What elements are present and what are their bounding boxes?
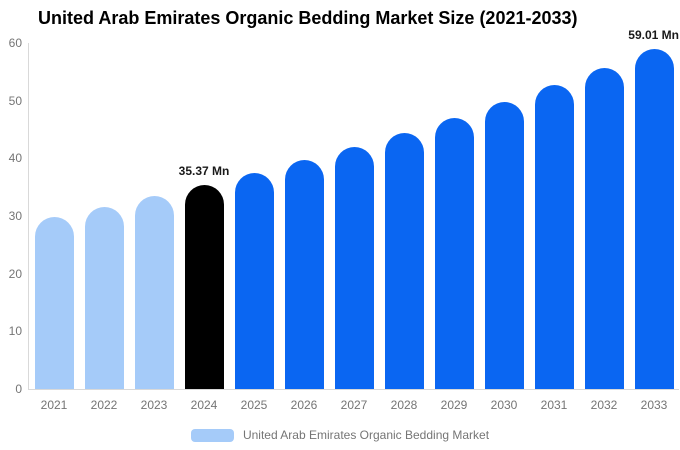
y-tick-label: 40 bbox=[8, 151, 22, 166]
chart-title: United Arab Emirates Organic Bedding Mar… bbox=[38, 8, 578, 28]
bar-column-2026: 2026 bbox=[279, 43, 329, 412]
bars-container: 2021 2022 2023 35.37 Mn 2024 2025 2026 2027 2028… bbox=[29, 28, 679, 412]
bar-2026 bbox=[284, 160, 324, 389]
plot-area: 0 10 20 30 40 50 60 2021 2022 2023 35.37 Mn 2024 20… bbox=[9, 28, 679, 412]
x-tick-label-2024: 2024 bbox=[190, 398, 218, 412]
bar-column-2032: 2032 bbox=[579, 43, 629, 412]
y-tick-label: 0 bbox=[15, 382, 22, 396]
legend-swatch bbox=[190, 428, 234, 442]
x-tick-label-2030: 2030 bbox=[490, 398, 518, 412]
x-tick-label-2027: 2027 bbox=[340, 398, 368, 412]
bar-column-2022: 2022 bbox=[79, 43, 129, 412]
x-tick-label-2028: 2028 bbox=[390, 398, 418, 412]
bar-2029 bbox=[434, 118, 474, 389]
x-tick-label-2033: 2033 bbox=[640, 398, 668, 412]
legend-label: United Arab Emirates Organic Bedding Mar… bbox=[242, 428, 490, 442]
bar-2025 bbox=[234, 173, 274, 389]
bar-column-2027: 2027 bbox=[329, 43, 379, 412]
x-tick-label-2029: 2029 bbox=[440, 398, 468, 412]
bar-2021 bbox=[34, 217, 74, 389]
bar-2031 bbox=[534, 85, 574, 389]
bar-2028 bbox=[384, 133, 424, 389]
x-tick-label-2032: 2032 bbox=[590, 398, 618, 412]
x-tick-label-2025: 2025 bbox=[240, 398, 268, 412]
x-tick-label-2022: 2022 bbox=[90, 398, 118, 412]
bar-column-2021: 2021 bbox=[29, 43, 79, 412]
y-tick-label: 30 bbox=[8, 209, 22, 223]
x-tick-label-2021: 2021 bbox=[40, 398, 68, 412]
bar-2022 bbox=[84, 207, 124, 389]
x-tick-label-2023: 2023 bbox=[140, 398, 168, 412]
bar-2033 bbox=[634, 49, 674, 389]
bar-column-2025: 2025 bbox=[229, 43, 279, 412]
bar-2030 bbox=[484, 102, 524, 389]
bar-column-2033: 59.01 Mn 2033 bbox=[628, 28, 679, 412]
y-tick-label: 60 bbox=[8, 36, 22, 50]
y-tick-label: 10 bbox=[8, 324, 22, 339]
y-tick-label: 50 bbox=[8, 93, 22, 108]
y-tick-label: 20 bbox=[8, 266, 22, 281]
bar-2024 bbox=[184, 185, 224, 389]
bar-column-2030: 2030 bbox=[479, 43, 529, 412]
legend: United Arab Emirates Organic Bedding Mar… bbox=[0, 428, 680, 442]
bar-2023 bbox=[134, 196, 174, 389]
x-tick-label-2031: 2031 bbox=[540, 398, 568, 412]
bar-column-2031: 2031 bbox=[529, 43, 579, 412]
bar-column-2028: 2028 bbox=[379, 43, 429, 412]
bar-column-2023: 2023 bbox=[129, 43, 179, 412]
bar-2032 bbox=[584, 68, 624, 389]
bar-value-label-2033: 59.01 Mn bbox=[628, 28, 679, 42]
bar-2027 bbox=[334, 147, 374, 389]
legend-item[interactable]: United Arab Emirates Organic Bedding Mar… bbox=[190, 428, 490, 442]
x-tick-label-2026: 2026 bbox=[290, 398, 318, 412]
bar-column-2024: 35.37 Mn 2024 bbox=[178, 43, 230, 412]
bar-value-label-2024: 35.37 Mn bbox=[178, 164, 230, 178]
bar-column-2029: 2029 bbox=[429, 43, 479, 412]
